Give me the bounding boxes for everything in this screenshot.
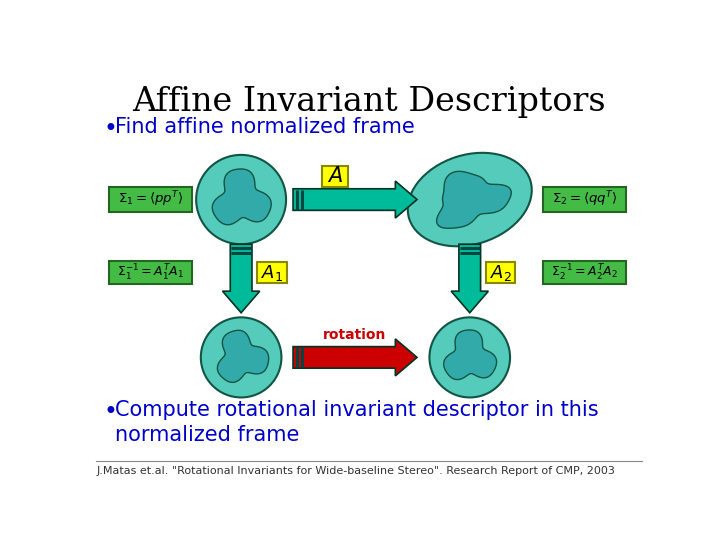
Ellipse shape xyxy=(408,153,532,246)
FancyArrow shape xyxy=(293,339,417,376)
FancyBboxPatch shape xyxy=(486,262,516,284)
Text: •: • xyxy=(104,400,118,424)
Polygon shape xyxy=(217,330,269,382)
Text: •: • xyxy=(104,117,118,141)
Polygon shape xyxy=(444,330,497,380)
Text: $\Sigma_1 = \langle pp^T \rangle$: $\Sigma_1 = \langle pp^T \rangle$ xyxy=(117,190,183,210)
Text: $\Sigma_2 = \langle qq^T \rangle$: $\Sigma_2 = \langle qq^T \rangle$ xyxy=(552,190,617,210)
Text: Affine Invariant Descriptors: Affine Invariant Descriptors xyxy=(132,86,606,118)
FancyBboxPatch shape xyxy=(543,187,626,212)
Text: J.Matas et.al. "Rotational Invariants for Wide-baseline Stereo". Research Report: J.Matas et.al. "Rotational Invariants fo… xyxy=(96,466,615,476)
Text: Find affine normalized frame: Find affine normalized frame xyxy=(114,117,415,137)
FancyBboxPatch shape xyxy=(543,261,626,284)
Circle shape xyxy=(201,318,282,397)
FancyBboxPatch shape xyxy=(109,187,192,212)
FancyBboxPatch shape xyxy=(322,166,348,187)
FancyArrow shape xyxy=(222,244,260,313)
Text: $\Sigma_1^{-1} = A_1^T A_1$: $\Sigma_1^{-1} = A_1^T A_1$ xyxy=(117,262,184,283)
Text: $A$: $A$ xyxy=(327,166,343,186)
FancyBboxPatch shape xyxy=(258,262,287,284)
Text: Compute rotational invariant descriptor in this
normalized frame: Compute rotational invariant descriptor … xyxy=(114,400,598,446)
Polygon shape xyxy=(212,169,271,225)
Circle shape xyxy=(429,318,510,397)
Polygon shape xyxy=(436,171,511,228)
FancyBboxPatch shape xyxy=(109,261,192,284)
Text: $\Sigma_2^{-1} = A_2^T A_2$: $\Sigma_2^{-1} = A_2^T A_2$ xyxy=(551,262,618,283)
Text: $A_2$: $A_2$ xyxy=(490,262,512,283)
Text: $A_1$: $A_1$ xyxy=(261,262,283,283)
Circle shape xyxy=(196,155,286,244)
FancyArrow shape xyxy=(451,244,488,313)
Text: rotation: rotation xyxy=(323,328,387,342)
FancyArrow shape xyxy=(293,181,417,218)
